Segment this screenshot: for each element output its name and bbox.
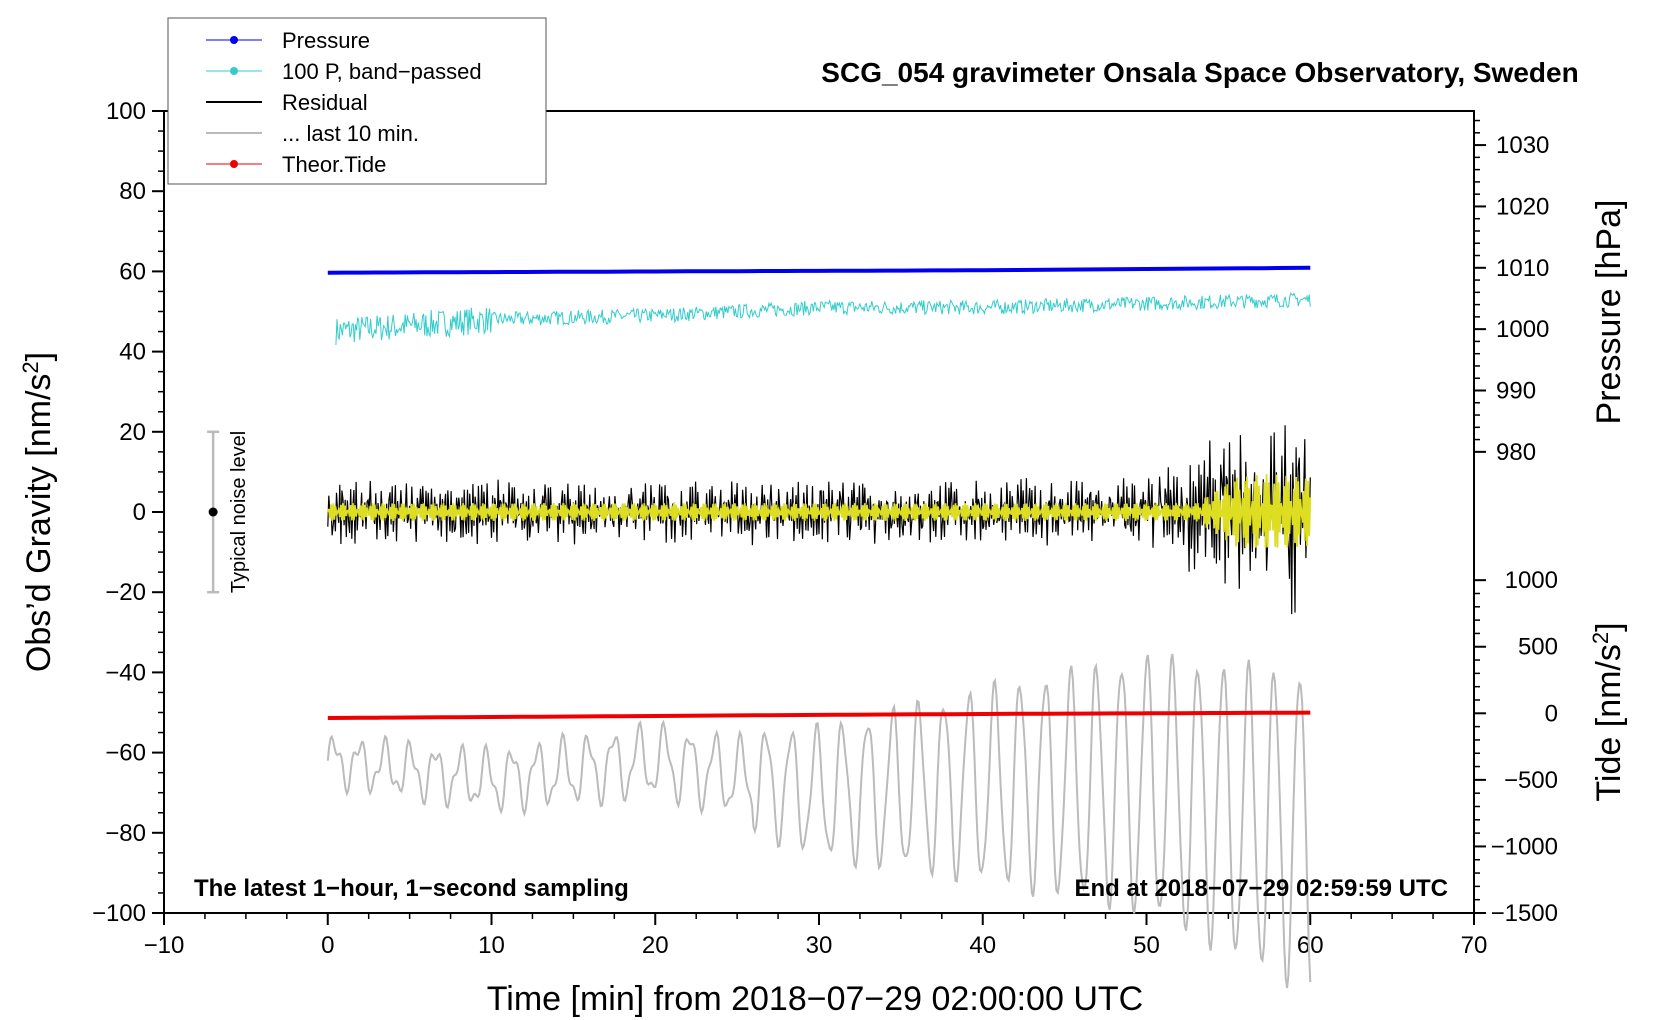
- y-tick-label: 60: [119, 258, 146, 285]
- y-axis-title-tide: Tide [nm/s2]: [1588, 622, 1628, 801]
- legend-tide-dot: [230, 160, 238, 168]
- pressure-tick-label: 1030: [1496, 132, 1549, 159]
- tide-tick-label: 500: [1518, 634, 1558, 661]
- y-axis-ticks: 100 80 60 40 20 0 −20 −40 −60 −80 −100: [92, 98, 164, 927]
- legend-tide-label: Theor.Tide: [282, 152, 386, 177]
- y-axis-title-gravity: Obs’d Gravity [nm/s2]: [18, 352, 58, 672]
- series-bandpassed-residual: [326, 474, 1312, 548]
- y-tick-label: 40: [119, 339, 146, 366]
- series-residual: [327, 425, 1311, 615]
- series-layer: [326, 265, 1312, 989]
- y-tick-label: 80: [119, 178, 146, 205]
- y-tick-label: −80: [105, 820, 146, 847]
- legend-last10-label: ... last 10 min.: [282, 121, 419, 146]
- x-tick-label: 0: [321, 932, 334, 959]
- pressure-tick-label: 1010: [1496, 255, 1549, 282]
- legend-bandpassed-dot: [230, 67, 238, 75]
- legend-pressure-dot: [230, 36, 238, 44]
- y-tick-label: −20: [105, 579, 146, 606]
- y-tick-label: 0: [133, 499, 146, 526]
- x-axis-title: Time [min] from 2018−07−29 02:00:00 UTC: [487, 980, 1143, 1018]
- x-axis-ticks: −10 0 10 20 30 40 50 60 70: [144, 913, 1488, 959]
- sampling-note: The latest 1−hour, 1−second sampling: [194, 875, 629, 902]
- legend-pressure-label: Pressure: [282, 28, 370, 53]
- noise-bar-label: Typical noise level: [228, 431, 250, 593]
- pressure-tick-label: 1020: [1496, 193, 1549, 220]
- legend-residual-label: Residual: [282, 90, 368, 115]
- x-tick-label: 70: [1461, 932, 1488, 959]
- x-tick-label: 30: [806, 932, 833, 959]
- tide-tick-label: −500: [1504, 767, 1558, 794]
- y-axis-title-pressure: Pressure [hPa]: [1590, 200, 1628, 425]
- noise-bar-center-dot: [208, 507, 218, 517]
- x-tick-label: −10: [144, 932, 185, 959]
- series-bandpassed-pressure: [335, 292, 1311, 346]
- tide-tick-label: −1000: [1491, 833, 1558, 860]
- tide-tick-label: 0: [1545, 700, 1558, 727]
- y-tick-label: −40: [105, 659, 146, 686]
- y-tick-label: −60: [105, 740, 146, 767]
- x-tick-label: 60: [1297, 932, 1324, 959]
- x-tick-label: 10: [478, 932, 505, 959]
- y-tick-label: 20: [119, 419, 146, 446]
- tide-tick-label: 1000: [1505, 567, 1558, 594]
- pressure-tick-label: 980: [1496, 439, 1536, 466]
- series-theor-tide: [327, 710, 1311, 720]
- legend: Pressure 100 P, band−passed Residual ...…: [167, 17, 547, 185]
- x-tick-label: 40: [969, 932, 996, 959]
- pressure-tick-label: 990: [1496, 377, 1536, 404]
- x-tick-label: 50: [1133, 932, 1160, 959]
- x-tick-label: 20: [642, 932, 669, 959]
- chart-title: SCG_054 gravimeter Onsala Space Observat…: [821, 57, 1578, 88]
- tide-axis-ticks: 1000 500 0 −500 −1000 −1500: [1474, 567, 1558, 927]
- legend-bandpassed-label: 100 P, band−passed: [282, 59, 482, 84]
- y-tick-label: 100: [106, 98, 146, 125]
- y-tick-label: −100: [92, 900, 146, 927]
- noise-level-marker: Typical noise level: [207, 430, 250, 594]
- pressure-axis-ticks: 1030 1020 1010 1000 990 980: [1474, 119, 1549, 466]
- legend-box: [167, 17, 547, 185]
- tide-tick-label: −1500: [1491, 900, 1558, 927]
- series-last-10-min: [326, 653, 1312, 989]
- end-time-note: End at 2018−07−29 02:59:59 UTC: [1074, 875, 1448, 902]
- series-pressure: [327, 265, 1311, 275]
- pressure-tick-label: 1000: [1496, 316, 1549, 343]
